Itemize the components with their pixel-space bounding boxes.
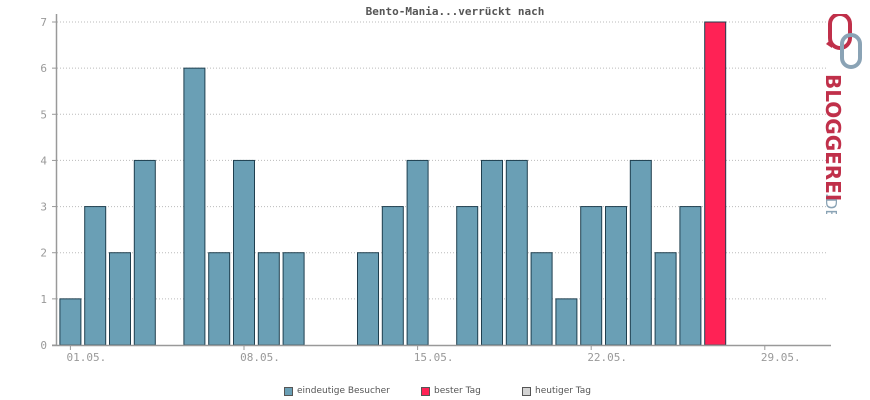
bar bbox=[629, 159, 652, 346]
y-tick-label: 6 bbox=[40, 62, 47, 75]
legend-item-visitors: eindeutige Besucher bbox=[284, 386, 390, 396]
x-tick-label: 22.05. bbox=[587, 351, 627, 364]
legend-item-best-day: bester Tag bbox=[421, 386, 481, 396]
y-tick-label: 0 bbox=[40, 339, 47, 352]
y-tick-label: 1 bbox=[40, 293, 47, 306]
bar bbox=[580, 206, 603, 346]
bar bbox=[59, 298, 82, 346]
y-tick-label: 4 bbox=[40, 154, 47, 167]
x-tick-label: 15.05. bbox=[414, 351, 454, 364]
legend-item-today: heutiger Tag bbox=[522, 386, 591, 396]
y-tick-label: 2 bbox=[40, 247, 47, 260]
bar bbox=[605, 206, 627, 346]
bar bbox=[183, 67, 206, 346]
bar bbox=[257, 252, 280, 346]
bar bbox=[84, 206, 107, 346]
bloggerei-logo-suffix: .DE bbox=[822, 193, 840, 214]
x-tick-label: 29.05. bbox=[761, 351, 801, 364]
bar bbox=[555, 298, 578, 346]
bar bbox=[654, 252, 677, 346]
x-tick-label: 08.05. bbox=[240, 351, 280, 364]
bloggerei-logo-icon: BLOGGEREI .DE bbox=[821, 12, 862, 219]
legend-swatch-best-day bbox=[421, 386, 430, 396]
bloggerei-logo-text: BLOGGEREI bbox=[821, 74, 845, 201]
bar bbox=[481, 159, 503, 346]
bloggerei-logo: BLOGGEREI .DE bbox=[812, 12, 870, 219]
legend-swatch-today bbox=[522, 386, 531, 396]
bar bbox=[133, 159, 156, 346]
y-tick-label: 3 bbox=[40, 201, 47, 214]
y-tick-label: 7 bbox=[40, 16, 47, 29]
bar bbox=[109, 252, 131, 346]
bar bbox=[233, 159, 255, 346]
bar bbox=[530, 252, 553, 346]
bar bbox=[679, 206, 702, 346]
x-tick-label: 01.05. bbox=[67, 351, 107, 364]
bar bbox=[505, 159, 528, 346]
legend-label-today: heutiger Tag bbox=[535, 386, 592, 396]
bar bbox=[357, 252, 379, 346]
legend-label-visitors: eindeutige Besucher bbox=[297, 386, 390, 396]
bar bbox=[282, 252, 305, 346]
legend-label-best-day: bester Tag bbox=[434, 386, 481, 396]
bar bbox=[208, 252, 231, 346]
chart-title: Bento-Mania...verrückt nach bbox=[365, 5, 545, 18]
bar bbox=[456, 206, 479, 346]
bar-best-day bbox=[704, 21, 727, 346]
bar bbox=[381, 206, 404, 346]
legend-swatch-visitors bbox=[284, 386, 293, 396]
bar bbox=[406, 159, 429, 346]
legend: eindeutige Besucher bester Tag heutiger … bbox=[0, 386, 870, 398]
bars bbox=[59, 21, 727, 346]
axes: 0 1 2 3 4 5 6 7 01.05. 08.05. 15.05. 22.05. 29.05. bbox=[40, 14, 831, 364]
y-tick-label: 5 bbox=[40, 108, 47, 121]
